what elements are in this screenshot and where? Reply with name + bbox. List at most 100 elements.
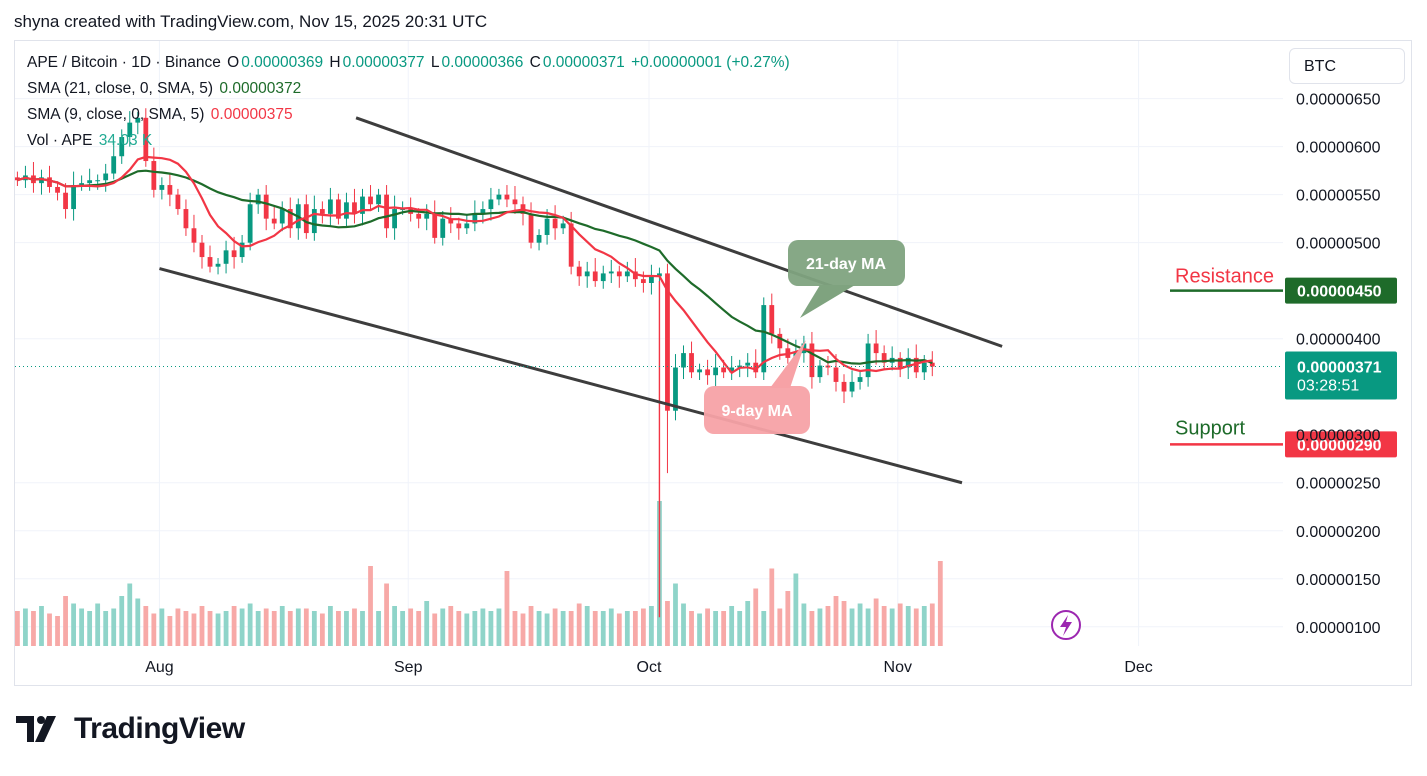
candle-body xyxy=(287,209,293,229)
candle-body xyxy=(608,271,614,274)
volume-bar xyxy=(600,611,606,646)
volume-bar xyxy=(456,611,462,646)
candle-body xyxy=(103,173,109,181)
x-tick-label: Aug xyxy=(145,659,173,676)
candle-body xyxy=(352,202,357,214)
volume-bar xyxy=(921,606,927,646)
candle-body xyxy=(135,117,141,123)
candle-body xyxy=(39,177,44,184)
volume-bar xyxy=(263,608,269,646)
candle-body xyxy=(536,234,542,243)
support-label: Support xyxy=(1175,417,1245,439)
candle-body xyxy=(456,223,462,229)
chart-frame[interactable] xyxy=(14,40,1412,686)
candle-body xyxy=(488,199,494,210)
candle-body xyxy=(592,271,598,282)
volume-bar xyxy=(287,611,293,646)
volume-bar xyxy=(31,611,36,646)
volume-bar xyxy=(175,608,181,646)
volume-bar xyxy=(496,608,502,646)
volume-bar xyxy=(616,613,622,646)
ma9-callout-pointer xyxy=(770,340,806,388)
volume-bar xyxy=(352,608,357,646)
support-price-label-box xyxy=(1285,431,1397,458)
candle-body xyxy=(833,367,839,382)
volume-bar xyxy=(817,608,823,646)
candle-body xyxy=(336,199,341,219)
candle-body xyxy=(175,194,181,210)
volume-bar xyxy=(183,611,189,646)
y-tick-label-partial: 0.00000300 xyxy=(1296,428,1381,445)
candle-body xyxy=(753,362,759,373)
candle-body xyxy=(665,273,670,411)
candle-body xyxy=(87,180,93,184)
candle-body xyxy=(640,279,646,283)
volume-bar xyxy=(15,611,20,646)
volume-bar xyxy=(552,608,558,646)
currency-selector[interactable]: BTC xyxy=(1289,48,1405,84)
volume-bar xyxy=(167,616,173,646)
volume-bar xyxy=(825,606,831,646)
volume-bar xyxy=(47,613,52,646)
sma21-legend[interactable]: SMA (21, close, 0, SMA, 5) 0.00000372 xyxy=(27,80,303,98)
close-label: C xyxy=(529,54,541,71)
volume-bar xyxy=(560,611,566,646)
candle-body xyxy=(71,185,76,210)
y-tick-label: 0.00000250 xyxy=(1296,476,1381,493)
candle-body xyxy=(865,343,871,378)
candle-body xyxy=(255,194,261,205)
x-tick-label: Sep xyxy=(394,659,423,676)
y-tick-label: 0.00000550 xyxy=(1296,188,1381,205)
sma21-label: SMA (21, close, 0, SMA, 5) xyxy=(27,80,214,97)
x-tick-label: Nov xyxy=(884,659,912,676)
open-label: O xyxy=(227,54,240,71)
candle-body xyxy=(657,273,662,277)
volume-bar xyxy=(360,611,365,646)
candle-body xyxy=(817,365,823,378)
candle-body xyxy=(761,305,767,373)
volume-bar xyxy=(608,608,614,646)
candle-body xyxy=(424,213,430,219)
volume-bar xyxy=(344,611,349,646)
candle-body xyxy=(416,213,422,219)
volume-bar xyxy=(111,608,117,646)
candle-body xyxy=(384,194,389,229)
volume-bar xyxy=(23,608,28,646)
volume-bar xyxy=(689,611,694,646)
sma9-legend[interactable]: SMA (9, close, 0, SMA, 5) 0.00000375 xyxy=(27,106,295,124)
volume-bar xyxy=(705,608,710,646)
volume-bar xyxy=(761,611,767,646)
volume-bar xyxy=(303,608,309,646)
candle-body xyxy=(151,161,157,190)
volume-bar xyxy=(464,613,470,646)
volume-bar xyxy=(504,571,510,646)
candle-body xyxy=(344,202,349,219)
volume-bar xyxy=(239,608,245,646)
symbol-title[interactable]: APE / Bitcoin · 1D · Binance xyxy=(27,54,221,71)
candle-body xyxy=(368,196,373,205)
change-value: +0.00000001 (+0.27%) xyxy=(631,54,790,71)
volume-bar xyxy=(424,601,430,646)
volume-legend[interactable]: Vol · APE 34.03 K xyxy=(27,132,154,150)
volume-bar xyxy=(673,583,678,646)
candle-body xyxy=(504,194,510,200)
candle-body xyxy=(584,271,590,277)
lightning-bolt-icon xyxy=(1060,615,1072,636)
volume-bar xyxy=(143,606,149,646)
volume-bar xyxy=(873,598,879,646)
volume-bar xyxy=(592,611,598,646)
volume-bar xyxy=(640,608,646,646)
volume-bar xyxy=(384,583,389,646)
candle-body xyxy=(111,156,117,174)
volume-bar xyxy=(191,613,197,646)
candle-body xyxy=(247,204,253,243)
y-tick-label: 0.00000200 xyxy=(1296,524,1381,541)
candle-body xyxy=(777,333,783,349)
resistance-price-label-text: 0.00000450 xyxy=(1297,284,1382,301)
candle-body xyxy=(360,196,365,214)
volume-bar xyxy=(247,603,253,646)
volume-bar xyxy=(809,611,815,646)
candle-body xyxy=(55,186,60,193)
candle-body xyxy=(376,194,381,205)
